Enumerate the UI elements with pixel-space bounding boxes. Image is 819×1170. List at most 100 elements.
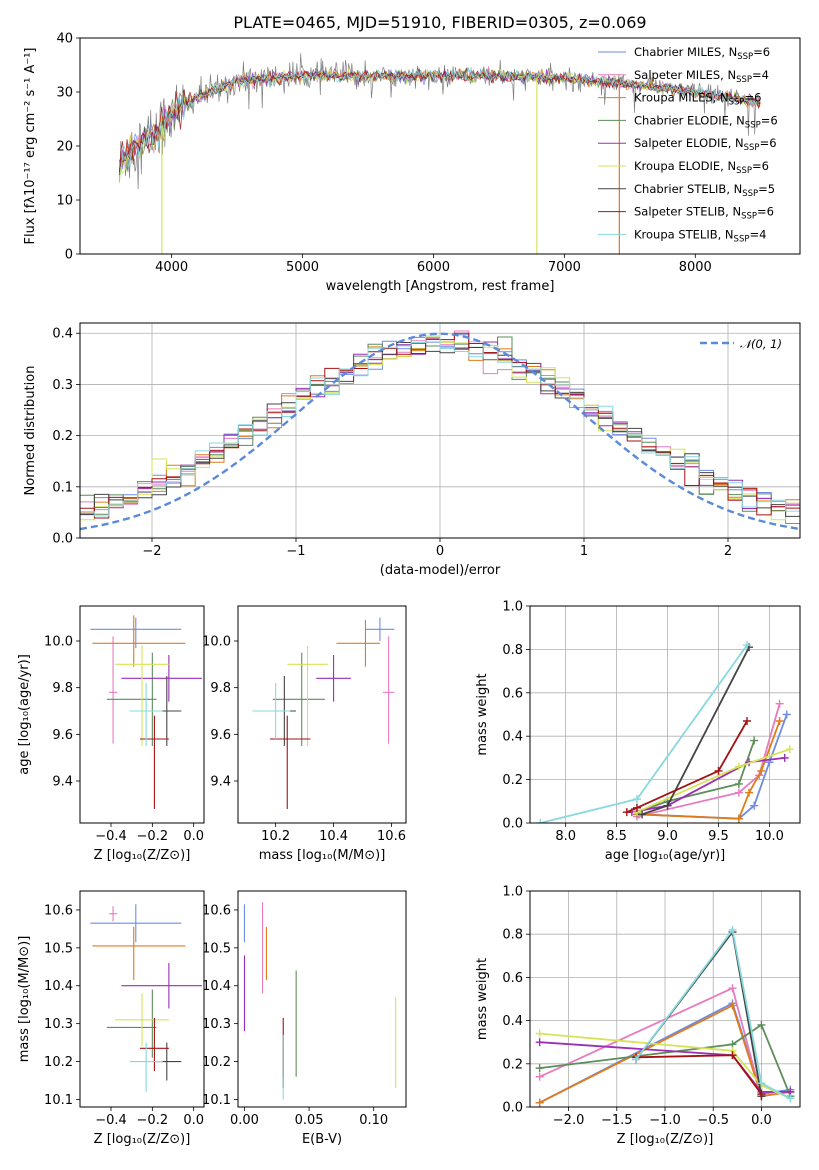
x-tick-label: −2 [142,544,161,559]
data-point-marker [535,1064,544,1073]
errorbar-kroupa-miles [92,927,186,981]
errorbar-salpeter-miles [108,906,118,922]
y-tick-label: 0.0 [502,817,523,832]
x-axis-label: Z [log₁₀(Z/Z⊙)] [94,848,191,863]
panel-mass-vs-ebv: 0.00 0.05 0.10 10.1 10.2 10.3 10.4 10.5 10.6 E(B-… [202,890,407,1147]
axes-frame [79,605,205,824]
x-tick-label: 8.5 [606,829,627,844]
y-tick-label: 1.0 [502,885,523,900]
data-point-marker [535,1072,544,1081]
axes-frame [529,890,801,1108]
data-point-marker [632,1055,641,1064]
series-kroupa-stelib [632,925,795,1103]
series-line [635,929,763,1097]
x-axis-label: Z [log₁₀(Z/Z⊙)] [617,1132,714,1147]
series-line [631,757,785,813]
series-chabrier-miles [635,710,791,823]
data-point-marker [536,819,545,823]
x-tick-label: 5000 [286,260,319,275]
model-spectrum-salpeter-stelib [118,67,761,176]
legend-count: =6 [757,205,774,219]
series-salpeter-stelib [622,717,752,817]
legend-label: Chabrier ELODIE, N [634,113,745,127]
x-tick-label: 7000 [548,260,581,275]
y-tick-label: 0.2 [502,773,523,788]
x-tick-label: 10.2 [261,829,290,844]
x-tick-label: 0.0 [183,829,204,844]
data-point-marker [728,1001,737,1010]
y-tick-label: 0.6 [502,686,523,701]
legend-count: =4 [752,68,769,82]
x-tick-label: 0.05 [295,1113,324,1128]
y-tick-label: 9.4 [210,775,231,790]
x-axis-label: (data-model)/error [380,563,501,578]
errorbar-salpeter-elodie [121,963,202,1009]
y-tick-label: 10.6 [202,903,231,918]
panel-weight-vs-age: 8.0 8.5 9.0 9.5 10.0 0.0 0.2 0.4 0.6 0.8 1.0 age [l… [475,600,801,863]
data-point-marker [535,1029,544,1038]
series-chabrier-stelib [632,928,766,1101]
legend-count: =6 [753,45,770,59]
legend-label: Kroupa MILES, N [634,91,729,105]
panel-spectrum: 4000 5000 6000 7000 8000 0 10 20 30 40 wavelength … [23,13,801,294]
legend-subscript: SSP [729,98,745,108]
x-axis-label: mass [log₁₀(M/M⊙)] [259,848,386,863]
y-tick-label: 10.4 [44,979,73,994]
data-point-marker [728,1051,737,1060]
axes-frame [529,605,801,824]
y-axis-label: Flux [fλ10⁻¹⁷ erg cm⁻² s⁻¹ A⁻¹] [23,48,38,245]
errorbar-kroupa-stelib [252,683,291,739]
errorbar-kroupa-miles [336,620,380,667]
legend-count: =6 [761,113,778,127]
legend-count: =6 [752,159,769,173]
x-tick-label: 2 [724,544,732,559]
y-tick-label: 10.4 [202,979,231,994]
errorbar-chabrier-elodie [106,989,157,1058]
data-point-marker [638,810,647,819]
errorbar-kroupa-stelib [129,683,163,746]
series-salpeter-stelib [632,1051,766,1099]
legend-entry-chabrier-miles: Chabrier MILES, NSSP=6 [634,45,770,62]
data-point-marker [632,803,641,812]
y-tick-label: 10 [56,194,73,209]
x-tick-label: 0 [436,544,444,559]
data-point-marker [734,762,743,771]
y-tick-label: 0.1 [52,480,73,495]
errorbar-chabrier-miles [90,904,182,943]
x-tick-label: 9.5 [708,829,729,844]
y-tick-label: 10.2 [44,1055,73,1070]
legend-subscript: SSP [737,52,753,62]
plot-area-age-vs-mass [252,617,395,809]
data-point-marker [743,717,752,726]
data-point-marker [757,1079,766,1088]
x-tick-label: 1 [580,544,588,559]
axes-frame [237,890,407,1108]
x-axis-label: Z [log₁₀(Z/Z⊙)] [94,1132,191,1147]
legend-entry-kroupa-elodie: Kroupa ELODIE, NSSP=6 [634,159,769,176]
x-tick-label: −1.0 [649,1113,681,1128]
axes-frame [237,605,407,824]
legend-entry-salpeter-miles: Salpeter MILES, NSSP=4 [634,68,769,85]
data-point-marker [750,801,759,810]
x-tick-label: −0.4 [95,829,127,844]
y-tick-label: 10.2 [202,1055,231,1070]
x-tick-label: 10.0 [755,829,784,844]
plot-area-age-vs-Z [90,615,202,809]
data-point-marker [745,788,754,797]
x-tick-label: 9.0 [657,829,678,844]
y-tick-label: 10.5 [44,941,73,956]
data-point-marker [734,779,743,788]
x-tick-label: −0.2 [137,829,169,844]
panel-residuals: −2 −1 0 1 2 0.0 0.1 0.2 0.3 0.4 (data-model)/error… [23,322,801,578]
x-axis-label: wavelength [Angstrom, rest frame] [326,279,555,294]
legend-count: =6 [760,136,777,150]
legend-subscript: SSP [734,234,750,244]
errorbar-kroupa-elodie [287,645,328,746]
data-point-marker [714,766,723,775]
errorbar-salpeter-elodie [316,655,351,702]
errorbar-salpeter-stelib [139,1017,169,1071]
series-line [636,1054,763,1095]
x-tick-label: −1.5 [601,1113,633,1128]
data-point-marker [734,814,743,823]
